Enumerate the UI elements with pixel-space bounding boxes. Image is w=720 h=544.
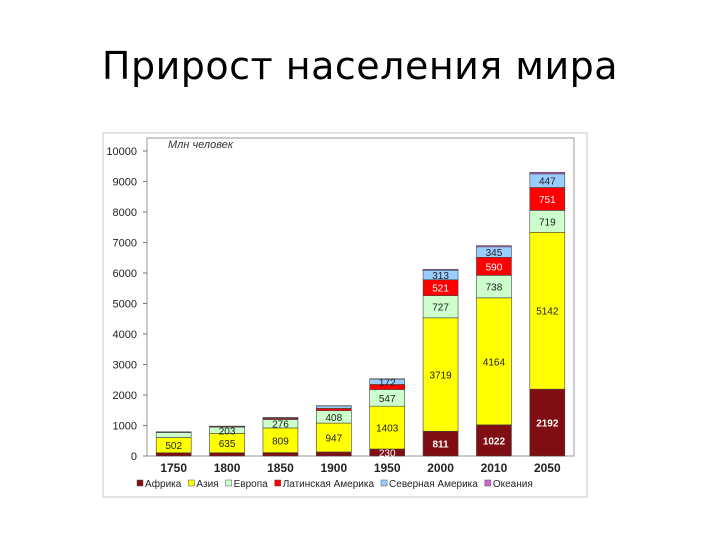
legend-item: Латинская Америка — [275, 479, 375, 490]
data-label: 521 — [432, 284, 449, 295]
data-label: 811 — [432, 440, 449, 451]
data-label: 3719 — [429, 371, 452, 382]
y-tick-label: 9000 — [113, 177, 137, 189]
data-label: 313 — [432, 271, 449, 282]
data-label: 447 — [539, 177, 556, 188]
x-tick-label: 1800 — [214, 461, 241, 475]
bar-segment — [530, 172, 565, 174]
legend-label: Северная Америка — [389, 479, 478, 490]
x-tick-label: 1950 — [374, 461, 401, 475]
legend-swatch — [381, 480, 387, 486]
legend-swatch — [275, 480, 281, 486]
legend-label: Африка — [145, 478, 182, 490]
y-tick-label: 10000 — [106, 146, 137, 158]
bar-segment — [156, 432, 191, 437]
data-label: 203 — [219, 426, 236, 437]
data-label: 502 — [165, 441, 182, 452]
legend-label: Азия — [196, 479, 218, 490]
bar-stack-2050: 2192 5142 719 751 447 — [530, 172, 565, 456]
bar-stack-2000: 811 3719 727 521 313 — [423, 269, 458, 456]
bar-segment — [316, 408, 351, 410]
legend-item: Северная Америка — [381, 479, 478, 490]
data-label: 635 — [219, 439, 236, 450]
bar-segment — [156, 453, 191, 456]
x-tick-label: 1850 — [267, 461, 294, 475]
y-tick-label: 0 — [131, 451, 137, 463]
bar-segment — [316, 406, 351, 409]
x-tick-label: 2010 — [481, 461, 508, 475]
y-tick-label: 4000 — [113, 329, 137, 341]
legend-swatch — [188, 480, 194, 486]
data-label: 276 — [272, 420, 289, 431]
data-label: 719 — [539, 217, 556, 228]
bar-segment — [210, 453, 245, 456]
data-label: 809 — [272, 436, 289, 447]
y-axis-label: Млн человек — [168, 139, 234, 151]
legend: Африка Азия Европа Латинская Америка Северна… — [137, 478, 533, 490]
legend-label: Латинская Америка — [283, 479, 375, 490]
data-label: 230 — [379, 448, 396, 459]
legend-label: Океания — [493, 479, 533, 490]
data-label: 738 — [486, 283, 503, 294]
data-label: 5142 — [536, 307, 559, 318]
x-tick-label: 2000 — [427, 461, 454, 475]
data-label: 1022 — [483, 436, 506, 447]
data-label: 751 — [539, 195, 556, 206]
y-tick-label: 6000 — [113, 268, 137, 280]
data-label: 4164 — [483, 357, 506, 368]
legend-item: Океания — [485, 479, 533, 490]
bar-stack-1750: 502 — [156, 432, 191, 456]
legend-swatch — [485, 480, 491, 486]
data-label: 345 — [486, 248, 503, 259]
y-tick-label: 2000 — [113, 390, 137, 402]
x-tick-label: 2050 — [534, 461, 561, 475]
x-tick-label: 1750 — [160, 461, 187, 475]
y-tick-label: 3000 — [113, 360, 137, 372]
x-tick-label: 1900 — [320, 461, 347, 475]
data-label: 947 — [325, 434, 342, 445]
y-tick-label: 8000 — [113, 207, 137, 219]
data-label: 2192 — [536, 419, 559, 430]
bar-segment — [423, 269, 458, 270]
data-label: 590 — [486, 262, 503, 273]
data-label: 1403 — [376, 424, 399, 435]
bar-segment — [316, 452, 351, 456]
bar-stack-1900: 947 408 — [316, 406, 351, 456]
legend-label: Европа — [234, 479, 269, 490]
data-label: 408 — [325, 413, 342, 424]
y-tick-label: 5000 — [113, 299, 137, 311]
bar-stack-2010: 1022 4164 738 590 345 — [476, 246, 511, 456]
y-tick-label: 1000 — [113, 421, 137, 433]
bar-segment — [263, 453, 298, 456]
data-label: 727 — [432, 303, 449, 314]
legend-swatch — [137, 480, 143, 486]
y-tick-label: 7000 — [113, 238, 137, 250]
legend-swatch — [226, 480, 232, 486]
data-label: 547 — [379, 394, 396, 405]
bar-segment — [476, 246, 511, 247]
